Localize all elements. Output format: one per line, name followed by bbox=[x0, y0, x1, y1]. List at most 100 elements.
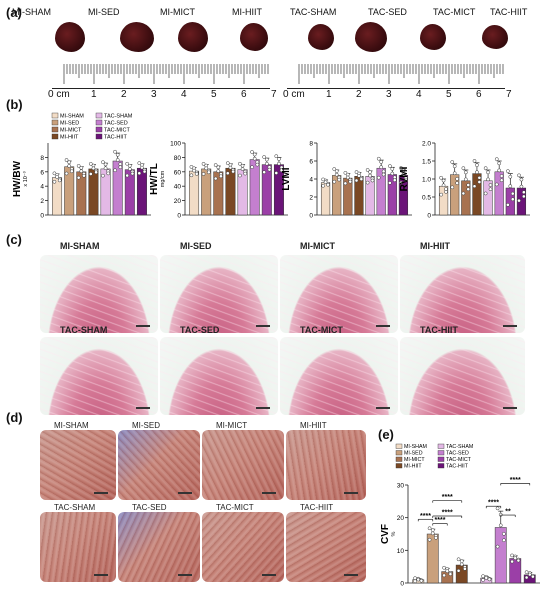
data-point bbox=[488, 183, 493, 187]
data-point bbox=[517, 198, 521, 203]
data-point bbox=[57, 178, 62, 183]
legend-label: TAC-MICT bbox=[446, 457, 472, 463]
ruler-number: 2 bbox=[121, 89, 127, 100]
data-point bbox=[67, 160, 72, 165]
y-axis-label: RVMI bbox=[399, 166, 410, 191]
data-point bbox=[192, 168, 196, 173]
data-point bbox=[238, 173, 242, 178]
heart-photo bbox=[308, 24, 334, 50]
data-point bbox=[430, 528, 435, 533]
y-tick-label: 8 bbox=[309, 141, 313, 148]
legend-swatch bbox=[395, 456, 403, 462]
scale-bar bbox=[256, 325, 270, 327]
data-point bbox=[502, 538, 506, 543]
y-tick-label: 10 bbox=[397, 548, 405, 555]
data-point bbox=[494, 182, 499, 187]
data-point bbox=[434, 535, 438, 540]
ruler-number: 3 bbox=[386, 89, 392, 100]
data-point bbox=[466, 187, 471, 192]
significance-label: **** bbox=[420, 513, 431, 520]
data-point bbox=[463, 567, 467, 571]
y-tick-label: 30 bbox=[397, 483, 405, 490]
data-point bbox=[194, 172, 199, 176]
data-point bbox=[486, 177, 490, 182]
legend-label: TAC-MICT bbox=[104, 128, 131, 134]
heart-label: TAC-MICT bbox=[433, 7, 476, 17]
data-point bbox=[416, 577, 421, 582]
data-point bbox=[370, 178, 375, 183]
legend-swatch bbox=[51, 133, 59, 140]
heart-photo bbox=[178, 22, 208, 52]
data-point bbox=[399, 166, 403, 170]
data-point bbox=[264, 161, 269, 166]
data-point bbox=[519, 177, 524, 182]
data-point bbox=[357, 173, 361, 178]
data-point bbox=[379, 165, 384, 169]
ruler-number: 4 bbox=[181, 89, 187, 100]
significance-label: **** bbox=[442, 510, 453, 517]
data-point bbox=[494, 157, 499, 162]
data-point bbox=[527, 572, 532, 577]
data-point bbox=[201, 172, 206, 176]
legend-swatch bbox=[395, 450, 403, 456]
y-tick-label: 4 bbox=[40, 184, 44, 191]
heart-photo bbox=[240, 23, 268, 51]
panel-e-label: (e) bbox=[378, 427, 394, 442]
panel-c-label: (c) bbox=[6, 232, 22, 247]
data-point bbox=[125, 161, 130, 166]
data-point bbox=[365, 180, 370, 185]
data-point bbox=[522, 190, 526, 195]
data-point bbox=[381, 169, 386, 174]
y-tick-label: 1.0 bbox=[422, 177, 431, 184]
data-point bbox=[125, 173, 130, 178]
legend-label: MI-MICT bbox=[404, 457, 425, 463]
heart-photo bbox=[482, 25, 508, 49]
data-point bbox=[231, 169, 235, 174]
data-point bbox=[348, 179, 353, 184]
data-point bbox=[88, 162, 93, 166]
data-point bbox=[64, 158, 69, 162]
y-tick-label: 60 bbox=[174, 169, 182, 176]
heart-label: TAC-SED bbox=[368, 7, 407, 17]
ruler-number: 5 bbox=[211, 89, 217, 100]
bar-chart: 0 2 4 6 8 HW/BW x 10⁻³ bbox=[12, 143, 151, 220]
histology-label: TAC-SED bbox=[132, 503, 167, 512]
data-point bbox=[243, 171, 248, 176]
data-point bbox=[413, 579, 417, 584]
ruler-number: 5 bbox=[446, 89, 452, 100]
bar bbox=[136, 167, 147, 216]
data-point bbox=[508, 184, 513, 188]
data-point bbox=[498, 523, 503, 528]
data-point bbox=[228, 165, 233, 170]
data-point bbox=[510, 553, 514, 558]
legend-swatch bbox=[395, 443, 403, 449]
histology-image bbox=[400, 255, 525, 333]
scale-bar bbox=[344, 574, 358, 576]
data-point bbox=[91, 166, 96, 171]
data-point bbox=[455, 177, 459, 181]
legend-swatch bbox=[437, 443, 445, 449]
y-tick-label: 0 bbox=[177, 213, 181, 220]
data-point bbox=[118, 162, 123, 166]
data-point bbox=[321, 183, 325, 188]
data-point bbox=[456, 557, 461, 562]
data-point bbox=[368, 170, 372, 174]
data-point bbox=[225, 161, 230, 165]
data-point bbox=[483, 191, 488, 196]
data-point bbox=[189, 165, 194, 169]
data-point bbox=[140, 165, 144, 170]
data-point bbox=[388, 164, 392, 168]
data-point bbox=[392, 178, 397, 182]
data-point bbox=[332, 179, 337, 184]
y-tick-label: 8 bbox=[40, 155, 44, 162]
data-point bbox=[510, 197, 515, 202]
histology-image bbox=[118, 430, 200, 500]
data-point bbox=[262, 155, 267, 159]
histology-image bbox=[202, 430, 284, 500]
data-point bbox=[495, 544, 500, 549]
data-point bbox=[419, 578, 424, 583]
data-point bbox=[130, 171, 135, 176]
data-point bbox=[201, 162, 206, 166]
panel-d-label: (d) bbox=[6, 410, 23, 425]
data-point bbox=[413, 576, 417, 581]
